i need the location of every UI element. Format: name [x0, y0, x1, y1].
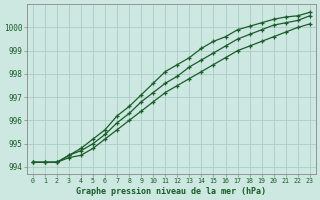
X-axis label: Graphe pression niveau de la mer (hPa): Graphe pression niveau de la mer (hPa) — [76, 187, 266, 196]
